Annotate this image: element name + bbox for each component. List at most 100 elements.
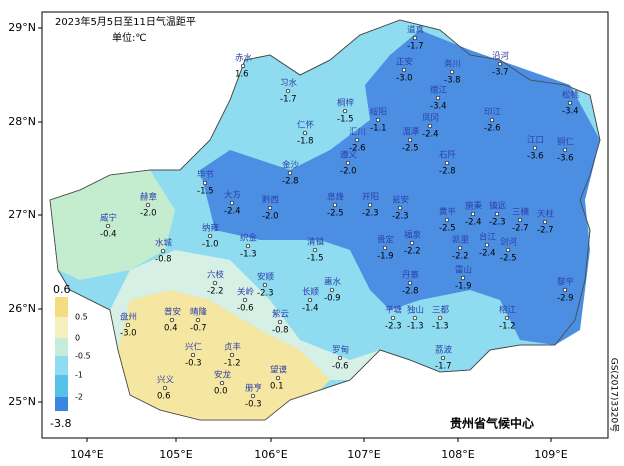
station-value: -1.9 — [455, 282, 472, 292]
station-name: 黎平 — [557, 277, 575, 288]
station-dot — [342, 108, 348, 114]
station-name: 黄平 — [439, 207, 457, 218]
legend-min: -3.8 — [50, 417, 71, 430]
station-name: 印江 — [484, 107, 502, 118]
station-name: 兴义 — [157, 376, 175, 386]
station-dot — [332, 202, 338, 208]
station-value: -0.3 — [245, 400, 262, 410]
station-name: 贵定 — [377, 235, 395, 246]
station-name: 丹寨 — [402, 270, 420, 281]
station-value: -2.6 — [349, 144, 366, 154]
map-subtitle: 单位:℃ — [112, 31, 147, 44]
station-name: 六枝 — [207, 270, 225, 281]
station-dot — [229, 352, 235, 358]
station-name: 平塘 — [385, 305, 403, 316]
station-dot — [195, 317, 201, 323]
station-dot — [532, 145, 538, 151]
station-dot — [262, 282, 268, 288]
province-border — [49, 19, 601, 421]
station-name: 赫章 — [140, 192, 158, 203]
station-value: -0.3 — [185, 359, 202, 369]
station-dot — [285, 88, 291, 94]
station-name: 三都 — [432, 306, 450, 316]
station-dot — [397, 205, 403, 211]
station-value: -1.8 — [297, 137, 314, 147]
station-name: 务川 — [444, 59, 461, 70]
station-dot — [277, 319, 283, 325]
station-value: -1.4 — [302, 304, 319, 314]
station-dot — [240, 63, 246, 69]
station-name: 施秉 — [465, 201, 483, 212]
lon-tick-label: 109°E — [534, 448, 567, 461]
lat-tick-label: 29°N — [8, 21, 36, 34]
station-value: -2.7 — [537, 226, 554, 236]
station-dot — [562, 147, 568, 153]
station-name: 惠水 — [324, 277, 342, 288]
station-value: -0.4 — [100, 230, 117, 240]
station-name: 凤冈 — [422, 114, 439, 124]
regions — [49, 19, 601, 421]
station-dot — [517, 217, 523, 223]
station-dot — [457, 245, 463, 251]
station-dot — [345, 160, 351, 166]
zone-mild — [50, 170, 175, 280]
station-value: -3.0 — [120, 329, 137, 339]
station-name: 清镇 — [307, 237, 325, 248]
station-name: 晴隆 — [190, 307, 208, 318]
legend: 0.6 -3.8 0.5 0 -0.5 -1 -2 — [50, 283, 91, 430]
station-name: 镇远 — [489, 201, 507, 212]
station-name: 兴仁 — [185, 342, 203, 353]
approval: GS(2017)3320号 — [609, 358, 620, 433]
station-name: 关岭 — [237, 287, 255, 298]
station-value: -2.4 — [422, 130, 439, 140]
station-value: -2.6 — [484, 124, 501, 134]
station-name: 安龙 — [214, 370, 232, 381]
station-dot — [470, 211, 476, 217]
station-name: 福泉 — [404, 230, 422, 241]
station-dot — [497, 61, 503, 67]
station-name: 大方 — [224, 190, 241, 201]
station-dot — [494, 211, 500, 217]
station-dot — [409, 240, 415, 246]
station-name: 黔西 — [262, 195, 279, 206]
station-value: -1.7 — [280, 95, 297, 105]
station-value: -3.8 — [444, 76, 461, 86]
legend-band — [55, 397, 68, 411]
station-value: -1.9 — [377, 252, 394, 262]
station-value: -2.3 — [362, 209, 379, 219]
station-name: 榕江 — [499, 305, 517, 316]
station-dot — [407, 280, 413, 286]
lon-tick-label: 107°E — [347, 448, 380, 461]
station-dot — [354, 137, 360, 143]
station-name: 普安 — [164, 307, 181, 318]
station-value: -3.6 — [557, 154, 574, 164]
station-value: -1.5 — [197, 187, 214, 197]
station-name: 正安 — [396, 57, 413, 68]
lat-tick-label: 27°N — [8, 208, 36, 221]
station-value: -1.3 — [240, 250, 257, 260]
station-name: 仁怀 — [297, 120, 315, 131]
station-value: -2.3 — [257, 289, 274, 299]
station-name: 习水 — [280, 78, 298, 89]
station-name: 毕节 — [197, 170, 215, 181]
station-name: 息烽 — [327, 192, 345, 203]
legend-label: 0.5 — [75, 313, 88, 322]
station-value: -2.4 — [479, 249, 496, 259]
station-dot — [440, 355, 446, 361]
station-dot — [367, 202, 373, 208]
station-dot — [504, 315, 510, 321]
station-value: -3.4 — [562, 107, 579, 117]
station-value: -3.0 — [396, 74, 413, 84]
station-name: 贞丰 — [224, 342, 242, 353]
legend-band — [55, 375, 68, 397]
station-value: -1.1 — [370, 124, 387, 134]
station-value: -2.2 — [452, 252, 469, 262]
lon-tick-label: 104°E — [70, 448, 103, 461]
station-name: 罗甸 — [332, 345, 349, 356]
station-value: -2.0 — [140, 209, 157, 219]
station-dot — [275, 375, 281, 381]
station-dot — [207, 233, 213, 239]
station-value: -0.8 — [272, 326, 289, 336]
legend-label: -1 — [75, 371, 83, 380]
station-dot — [250, 393, 256, 399]
